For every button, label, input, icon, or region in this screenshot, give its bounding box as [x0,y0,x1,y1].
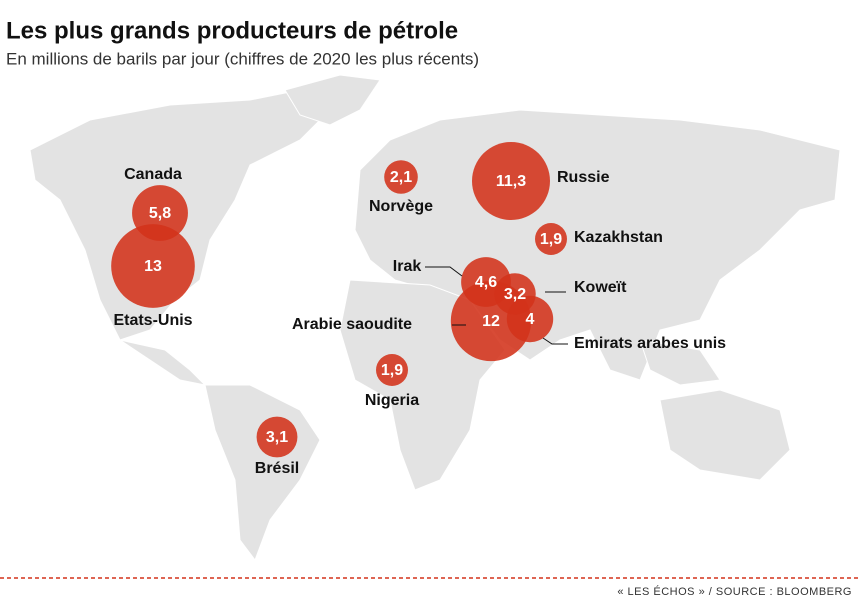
country-label: Emirats arabes unis [574,335,726,352]
chart-title: Les plus grands producteurs de pétrole [6,17,458,44]
leader-line [425,266,463,277]
bubble [111,224,195,308]
country-label: Russie [557,169,610,186]
bubble [472,142,550,220]
bubble [376,354,408,386]
leader-line [542,337,568,345]
value-label: 3,1 [266,429,288,446]
value-label: 13 [144,258,162,275]
country-label: Norvège [369,198,433,215]
country-label: Kazakhstan [574,229,663,246]
country-label: Brésil [255,460,299,477]
country-label: Arabie saoudite [292,316,412,333]
country-label: Etats-Unis [113,312,192,329]
value-label: 1,9 [381,362,403,379]
value-label: 3,2 [504,286,526,303]
value-label: 1,9 [540,231,562,248]
value-label: 11,3 [496,173,526,190]
country-label: Koweït [574,279,627,296]
value-label: 5,8 [149,205,171,222]
bubble [132,185,188,241]
value-label: 4 [526,311,535,328]
country-label: Nigeria [365,392,419,409]
bubble [384,160,418,194]
bubble [256,416,298,458]
bubble [494,273,536,315]
country-label: Canada [124,166,182,183]
bubble [535,223,567,255]
value-label: 12 [482,313,500,330]
country-label: Irak [393,258,422,275]
value-label: 2,1 [390,169,412,186]
value-label: 4,6 [475,274,497,291]
source: « LES ÉCHOS » / SOURCE : BLOOMBERG [617,585,852,598]
chart-subtitle: En millions de barils par jour (chiffres… [6,49,479,68]
